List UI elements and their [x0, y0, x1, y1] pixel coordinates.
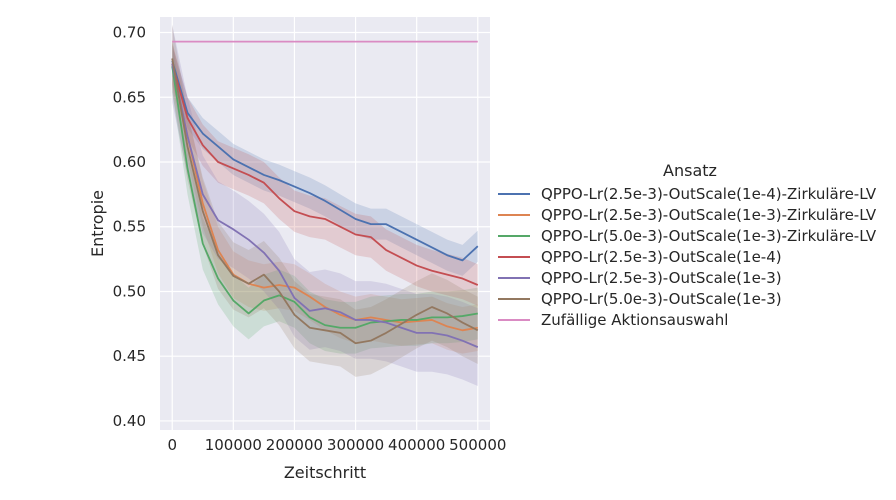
x-axis-label: Zeitschritt [284, 463, 366, 482]
y-tick-label: 0.55 [113, 218, 146, 236]
x-tick-label: 200000 [266, 436, 323, 454]
series-line [171, 60, 479, 262]
x-tick-label: 0 [167, 436, 177, 454]
x-tick-label: 300000 [327, 436, 384, 454]
legend-entry: QPPO-Lr(2.5e-3)-OutScale(1e-4)-Zirkuläre… [541, 185, 877, 203]
series-lines [171, 40, 479, 348]
y-tick-label: 0.40 [113, 412, 146, 430]
plot-area [160, 17, 490, 430]
series-band [172, 24, 478, 386]
legend-entry: QPPO-Lr(2.5e-3)-OutScale(1e-3) [541, 269, 782, 287]
series-line [171, 58, 479, 345]
series-band [172, 45, 478, 276]
y-tick-label: 0.60 [113, 153, 146, 171]
y-axis-ticks: 0.40 0.45 0.50 0.55 0.60 0.65 0.70 [113, 24, 146, 430]
legend-entry: Zufällige Aktionsauswahl [541, 311, 728, 329]
series-band [172, 40, 478, 354]
x-tick-label: 100000 [205, 436, 262, 454]
y-tick-label: 0.65 [113, 88, 146, 106]
series-band [172, 24, 478, 377]
legend-title: Ansatz [663, 161, 717, 180]
x-axis-ticks: 0 100000 200000 300000 400000 500000 [167, 436, 506, 454]
legend-entry: QPPO-Lr(5.0e-3)-OutScale(1e-3) [541, 290, 782, 308]
series-line [171, 63, 479, 348]
y-tick-label: 0.50 [113, 282, 146, 300]
y-tick-label: 0.45 [113, 347, 146, 365]
series-band [172, 40, 478, 354]
series-line [171, 63, 479, 286]
legend-entry: QPPO-Lr(2.5e-3)-OutScale(1e-3)-Zirkuläre… [541, 206, 877, 224]
x-tick-label: 400000 [388, 436, 445, 454]
grid-lines [160, 17, 490, 430]
series-line [171, 66, 478, 329]
x-tick-label: 500000 [449, 436, 506, 454]
series-line [171, 63, 478, 332]
confidence-bands [172, 24, 478, 386]
legend-entry: QPPO-Lr(2.5e-3)-OutScale(1e-4) [541, 248, 782, 266]
legend-entry: QPPO-Lr(5.0e-3)-OutScale(1e-3)-Zirkuläre… [541, 227, 877, 245]
y-axis-label: Entropie [88, 190, 107, 257]
y-tick-label: 0.70 [113, 24, 146, 42]
series-band [172, 42, 478, 306]
legend: Ansatz QPPO-Lr(2.5e-3)-OutScale(1e-4)-Zi… [498, 161, 877, 329]
